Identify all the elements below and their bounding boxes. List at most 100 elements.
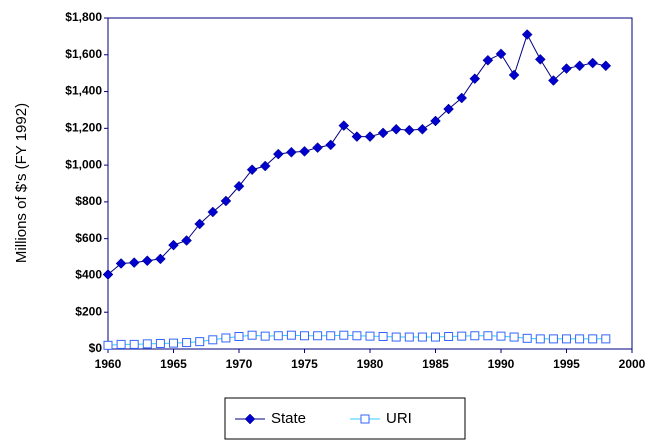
marker (587, 57, 599, 69)
marker (508, 69, 520, 81)
marker (431, 332, 440, 342)
marker (194, 218, 206, 230)
marker (208, 335, 218, 345)
marker (155, 253, 166, 265)
marker (470, 331, 480, 341)
y-tick-label: $1,600 (65, 47, 102, 61)
marker (601, 334, 611, 344)
marker (548, 334, 558, 344)
y-tick-label: $800 (75, 194, 102, 208)
legend-marker (244, 413, 256, 425)
marker (260, 331, 270, 341)
marker (562, 334, 571, 344)
x-tick-label: 1975 (291, 357, 318, 371)
y-tick-label: $1,200 (65, 121, 102, 135)
marker (403, 124, 415, 136)
marker (129, 339, 139, 349)
x-tick-label: 2000 (619, 357, 646, 371)
x-tick-label: 1965 (160, 357, 187, 371)
y-tick-label: $600 (75, 231, 102, 245)
marker (457, 331, 467, 341)
x-tick-label: 1990 (488, 357, 515, 371)
marker (234, 331, 244, 341)
marker (102, 269, 114, 280)
marker (169, 338, 178, 348)
x-tick-label: 1995 (553, 357, 580, 371)
marker (496, 331, 506, 341)
marker (509, 332, 519, 342)
x-tick-label: 1970 (226, 357, 253, 371)
x-tick-label: 1980 (357, 357, 384, 371)
marker (534, 54, 546, 65)
marker (377, 127, 389, 139)
legend-marker (360, 414, 370, 424)
marker (221, 333, 231, 343)
marker (338, 120, 350, 131)
marker (430, 115, 441, 127)
marker (233, 180, 245, 192)
marker (469, 73, 481, 85)
marker (207, 206, 219, 218)
marker (548, 75, 559, 86)
marker (574, 60, 585, 72)
marker (404, 332, 414, 342)
marker (247, 330, 257, 340)
x-tick-label: 1960 (95, 357, 122, 371)
marker (561, 63, 572, 74)
marker (482, 54, 494, 66)
marker (103, 340, 113, 350)
marker (195, 337, 205, 347)
marker (168, 239, 179, 251)
legend-label: URI (386, 410, 412, 427)
series-line (107, 33, 606, 275)
marker (142, 339, 152, 349)
marker (351, 131, 363, 142)
marker (246, 164, 258, 176)
y-tick-label: $1,800 (65, 10, 102, 24)
marker (181, 235, 192, 246)
marker (364, 131, 376, 142)
marker (313, 331, 323, 341)
y-tick-label: $200 (75, 304, 102, 318)
marker (483, 331, 493, 341)
marker (417, 332, 427, 342)
marker (390, 123, 402, 135)
marker (352, 331, 362, 341)
marker (495, 48, 507, 60)
marker (588, 334, 598, 344)
y-tick-label: $0 (89, 341, 103, 355)
marker (326, 331, 336, 341)
marker (116, 339, 126, 349)
marker (312, 142, 323, 153)
marker (155, 338, 165, 348)
legend-label: State (271, 410, 306, 427)
marker (115, 258, 127, 269)
marker (600, 60, 612, 72)
marker (299, 145, 310, 157)
marker (443, 103, 454, 115)
marker (273, 331, 283, 341)
y-tick-label: $400 (75, 268, 102, 282)
y-tick-label: $1,400 (65, 84, 102, 98)
marker (575, 334, 585, 344)
y-tick-label: $1,000 (65, 157, 102, 171)
marker (521, 29, 533, 40)
marker (220, 195, 232, 207)
marker (128, 257, 140, 268)
marker (378, 331, 388, 341)
marker (182, 338, 192, 348)
marker (300, 331, 309, 341)
marker (325, 139, 337, 151)
marker (391, 332, 401, 342)
marker (522, 333, 532, 343)
marker (259, 160, 271, 172)
marker (444, 331, 454, 341)
marker (456, 92, 468, 104)
marker (365, 331, 375, 341)
marker (417, 123, 428, 135)
marker (272, 148, 284, 160)
marker (286, 146, 297, 158)
plot-frame (107, 17, 633, 350)
marker (286, 330, 296, 340)
